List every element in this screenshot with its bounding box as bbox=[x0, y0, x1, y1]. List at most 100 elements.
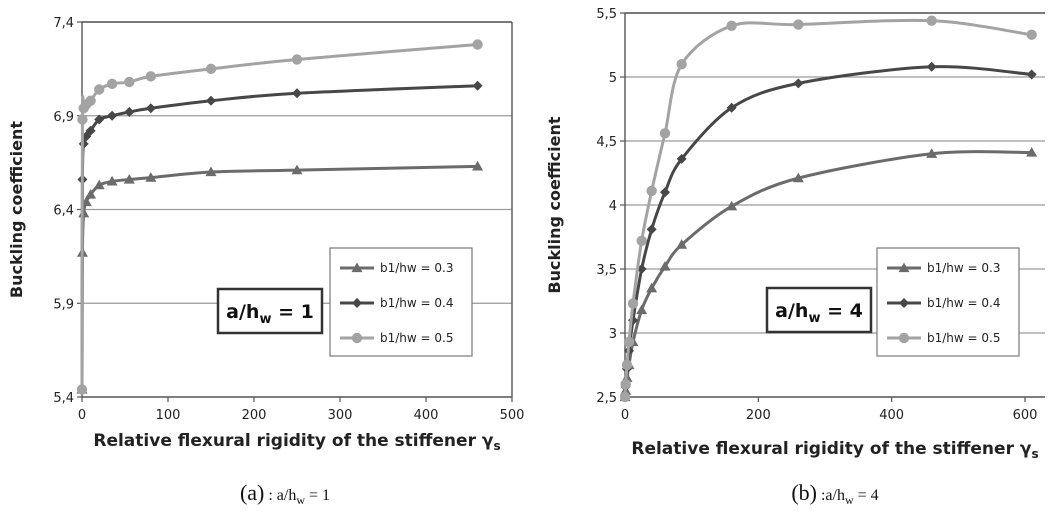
legend-entry-1: b1/hw = 0.3 bbox=[380, 261, 453, 275]
series-1-point bbox=[636, 304, 648, 315]
legend-swatch-marker-1 bbox=[351, 262, 363, 273]
x-tick-label: 600 bbox=[1013, 408, 1038, 423]
series-3-point bbox=[472, 39, 483, 50]
caption-tail: = 1 bbox=[305, 487, 330, 504]
annotation-label: a/hw = 4 bbox=[775, 300, 863, 326]
x-tick-label: 0 bbox=[78, 408, 86, 423]
series-3-point bbox=[291, 54, 303, 65]
series-3-point bbox=[926, 15, 937, 26]
annotation-frame bbox=[216, 287, 324, 335]
x-tick-label: 100 bbox=[156, 408, 181, 423]
chart-b: 2,5 3 3,5 4 4,5 5 5,5 0 200 400 600 Buckling coeffi… bbox=[545, 7, 1045, 507]
series-2-point bbox=[94, 114, 105, 125]
x-tick-label: 200 bbox=[746, 408, 771, 423]
series-3-point bbox=[793, 19, 804, 30]
series-3-point bbox=[106, 78, 118, 90]
annotation-prefix: a/h bbox=[775, 300, 808, 322]
y-axis-label: Buckling coefficient bbox=[545, 116, 564, 293]
annotation-suffix: = 4 bbox=[820, 300, 862, 322]
series-3-point bbox=[77, 114, 88, 125]
series-2-point bbox=[676, 153, 687, 164]
annotation-box: a/hw = 4 bbox=[765, 286, 873, 334]
series-1-point bbox=[123, 174, 135, 184]
y-tick-label: 5,9 bbox=[53, 297, 74, 312]
series-1-point bbox=[472, 160, 484, 171]
y-tick-label: 5,4 bbox=[53, 391, 74, 406]
y-ticks: 2,5 3 3,5 4 4,5 5 5,5 bbox=[596, 7, 625, 406]
legend-entry-3: b1/hw = 0.5 bbox=[380, 331, 453, 345]
y-tick-label: 4 bbox=[609, 199, 617, 214]
series-1-point bbox=[926, 148, 938, 158]
series-3-point bbox=[646, 185, 657, 197]
x-axis-label-text: Relative flexural rigidity of the stiffe… bbox=[93, 431, 482, 451]
series-3-point bbox=[676, 58, 687, 70]
annotation-frame bbox=[765, 286, 873, 334]
x-tick-label: 0 bbox=[621, 408, 629, 423]
series-2-point bbox=[646, 224, 657, 235]
series-3-point bbox=[124, 76, 135, 88]
series-2-point bbox=[726, 102, 737, 113]
series-2-point bbox=[107, 110, 118, 121]
caption-tail: = 4 bbox=[854, 487, 879, 504]
x-axis-label-text: Relative flexural rigidity of the stiffe… bbox=[631, 439, 1020, 459]
series-3-point bbox=[623, 336, 635, 348]
series-3-point bbox=[619, 391, 631, 403]
x-tick-label: 500 bbox=[500, 408, 525, 423]
series-3-point bbox=[620, 379, 631, 390]
legend-swatch-marker-2 bbox=[899, 298, 909, 308]
x-ticks: 0 200 400 600 bbox=[621, 397, 1038, 423]
chart-a: 5,4 5,9 6,4 6,9 7,4 0 100 200 300 400 500 Buckling … bbox=[7, 16, 524, 507]
figure-caption: (a) : a/hw = 1 bbox=[240, 480, 330, 507]
annotation-subscript: w bbox=[259, 312, 271, 327]
y-tick-label: 7,4 bbox=[53, 16, 74, 31]
caption-text: : a/h bbox=[264, 487, 296, 504]
caption-label: (a) bbox=[240, 480, 264, 505]
caption-text: :a/h bbox=[817, 487, 845, 504]
figure-caption: (b) :a/hw = 4 bbox=[791, 480, 878, 507]
series-3-point bbox=[627, 298, 639, 309]
series-1-point bbox=[106, 175, 118, 186]
x-tick-label: 200 bbox=[242, 408, 267, 423]
series-2-point bbox=[793, 78, 804, 89]
x-tick-label: 400 bbox=[879, 408, 904, 423]
caption-label: (b) bbox=[791, 480, 817, 505]
series-3-point bbox=[636, 235, 647, 247]
x-axis-label: Relative flexural rigidity of the stiffe… bbox=[631, 439, 1038, 461]
annotation-label: a/hw = 1 bbox=[226, 301, 314, 327]
caption-subscript: w bbox=[296, 493, 305, 507]
series-2-point bbox=[472, 80, 483, 91]
series-group bbox=[76, 39, 484, 395]
x-axis-label-symbol: γ bbox=[1020, 439, 1032, 459]
y-tick-label: 4,5 bbox=[596, 135, 617, 150]
legend-swatch-marker-2 bbox=[352, 298, 362, 308]
x-axis-label: Relative flexural rigidity of the stiffe… bbox=[93, 431, 500, 453]
x-axis-label-subscript: s bbox=[1031, 447, 1038, 461]
y-ticks: 5,4 5,9 6,4 6,9 7,4 bbox=[53, 16, 82, 406]
x-tick-label: 300 bbox=[328, 408, 353, 423]
annotation-box: a/hw = 1 bbox=[216, 287, 324, 335]
y-tick-label: 3 bbox=[609, 327, 617, 342]
x-ticks: 0 100 200 300 400 500 bbox=[78, 397, 525, 423]
series-3-point bbox=[205, 63, 217, 75]
series-1-point bbox=[291, 164, 303, 175]
series-1-point bbox=[1026, 147, 1038, 157]
series-group bbox=[619, 15, 1038, 403]
y-tick-label: 6,9 bbox=[53, 110, 74, 125]
y-tick-label: 5 bbox=[609, 71, 617, 86]
legend: b1/hw = 0.3 b1/hw = 0.4 b1/hw = 0.5 bbox=[329, 247, 473, 357]
legend-swatch-marker-3 bbox=[898, 332, 910, 344]
annotation-suffix: = 1 bbox=[271, 301, 313, 323]
series-3-point bbox=[1026, 29, 1037, 40]
y-tick-label: 2,5 bbox=[596, 391, 617, 406]
series-2-point bbox=[292, 88, 302, 99]
series-2-point bbox=[124, 107, 135, 117]
series-1-point bbox=[726, 200, 738, 211]
legend-entry-3: b1/hw = 0.5 bbox=[927, 331, 1000, 345]
series-3-point bbox=[621, 359, 633, 371]
series-1-point bbox=[85, 189, 97, 199]
legend-swatch-marker-1 bbox=[898, 262, 910, 273]
series-1-point bbox=[93, 179, 105, 190]
series-3-point bbox=[94, 84, 105, 95]
series-2-point bbox=[85, 125, 96, 136]
